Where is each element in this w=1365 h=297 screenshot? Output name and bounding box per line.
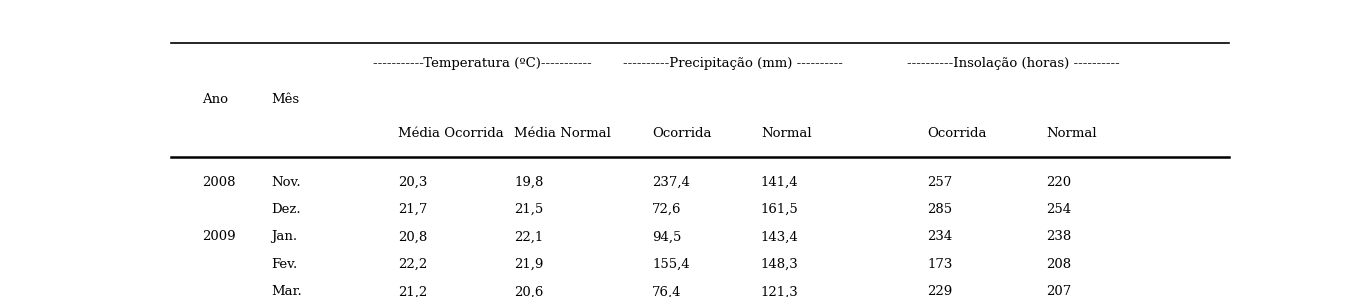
Text: 257: 257 xyxy=(927,176,953,189)
Text: Jan.: Jan. xyxy=(272,230,298,243)
Text: 229: 229 xyxy=(927,285,953,297)
Text: Dez.: Dez. xyxy=(272,203,300,216)
Text: 234: 234 xyxy=(927,230,953,243)
Text: 20,8: 20,8 xyxy=(399,230,427,243)
Text: 237,4: 237,4 xyxy=(652,176,689,189)
Text: Normal: Normal xyxy=(1047,127,1097,140)
Text: 141,4: 141,4 xyxy=(760,176,799,189)
Text: 94,5: 94,5 xyxy=(652,230,681,243)
Text: -----------Temperatura (ºC)-----------: -----------Temperatura (ºC)----------- xyxy=(373,57,592,69)
Text: 76,4: 76,4 xyxy=(652,285,681,297)
Text: 21,2: 21,2 xyxy=(399,285,427,297)
Text: 238: 238 xyxy=(1047,230,1072,243)
Text: 161,5: 161,5 xyxy=(760,203,799,216)
Text: 143,4: 143,4 xyxy=(760,230,799,243)
Text: 20,6: 20,6 xyxy=(515,285,543,297)
Text: 285: 285 xyxy=(927,203,953,216)
Text: Ano: Ano xyxy=(202,93,228,106)
Text: 21,5: 21,5 xyxy=(515,203,543,216)
Text: 20,3: 20,3 xyxy=(399,176,427,189)
Text: Média Ocorrida: Média Ocorrida xyxy=(399,127,504,140)
Text: Mês: Mês xyxy=(272,93,299,106)
Text: Ocorrida: Ocorrida xyxy=(652,127,711,140)
Text: Média Normal: Média Normal xyxy=(515,127,612,140)
Text: 22,1: 22,1 xyxy=(515,230,543,243)
Text: 72,6: 72,6 xyxy=(652,203,681,216)
Text: 2008: 2008 xyxy=(202,176,236,189)
Text: 207: 207 xyxy=(1047,285,1072,297)
Text: 19,8: 19,8 xyxy=(515,176,543,189)
Text: Ocorrida: Ocorrida xyxy=(927,127,987,140)
Text: Fev.: Fev. xyxy=(272,258,298,271)
Text: 21,7: 21,7 xyxy=(399,203,427,216)
Text: 173: 173 xyxy=(927,258,953,271)
Text: Normal: Normal xyxy=(760,127,812,140)
Text: 2009: 2009 xyxy=(202,230,236,243)
Text: 220: 220 xyxy=(1047,176,1072,189)
Text: 21,9: 21,9 xyxy=(515,258,543,271)
Text: ----------Precipitação (mm) ----------: ----------Precipitação (mm) ---------- xyxy=(622,57,842,69)
Text: 155,4: 155,4 xyxy=(652,258,689,271)
Text: ----------Insolação (horas) ----------: ----------Insolação (horas) ---------- xyxy=(906,57,1119,69)
Text: Nov.: Nov. xyxy=(272,176,300,189)
Text: 121,3: 121,3 xyxy=(760,285,799,297)
Text: 254: 254 xyxy=(1047,203,1072,216)
Text: Mar.: Mar. xyxy=(272,285,302,297)
Text: 22,2: 22,2 xyxy=(399,258,427,271)
Text: 148,3: 148,3 xyxy=(760,258,799,271)
Text: 208: 208 xyxy=(1047,258,1072,271)
